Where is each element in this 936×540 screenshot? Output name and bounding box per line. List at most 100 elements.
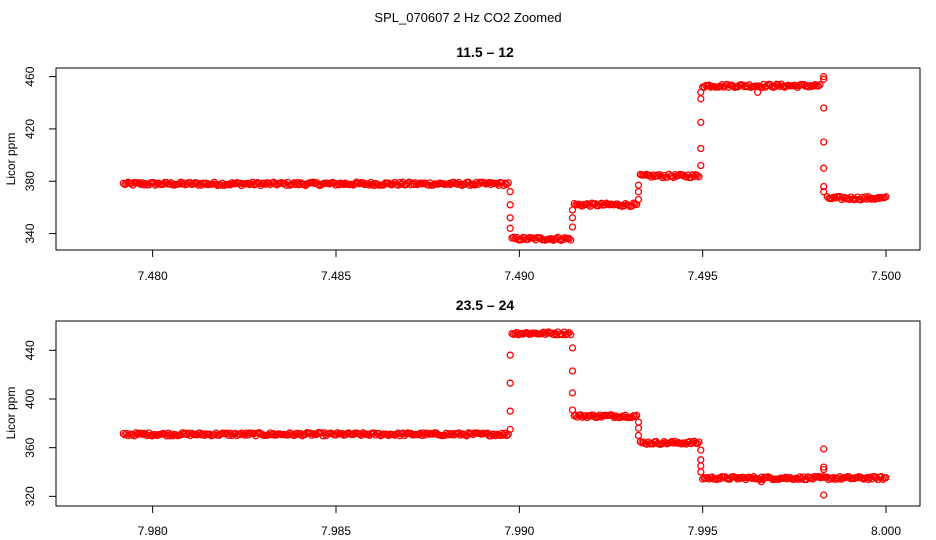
data-point (716, 82, 724, 91)
panel-top-y-axis: 340 380 420 460 (23, 66, 57, 244)
data-point (828, 194, 836, 203)
data-point (820, 445, 828, 453)
data-point (872, 474, 881, 482)
data-point (480, 179, 489, 187)
data-point (499, 431, 508, 439)
data-point (820, 182, 828, 191)
data-point (634, 195, 643, 204)
data-point (567, 236, 575, 244)
panel-bottom-x-axis: 7.980 7.985 7.990 7.995 8.000 (138, 505, 901, 538)
data-point (568, 406, 577, 414)
data-point (682, 173, 690, 181)
data-point (757, 478, 765, 486)
data-point (797, 475, 806, 483)
data-point (689, 171, 697, 179)
x-tick-label: 7.985 (321, 524, 351, 538)
y-tick-label: 460 (23, 66, 37, 86)
data-point (547, 235, 556, 243)
data-point (734, 475, 742, 483)
data-point (506, 224, 514, 232)
data-point (882, 473, 890, 482)
data-point (506, 214, 514, 222)
data-point (805, 83, 813, 91)
data-point (506, 188, 514, 196)
x-tick-label: 7.485 (321, 269, 351, 283)
y-tick-label: 320 (23, 486, 37, 506)
y-tick-label: 400 (23, 389, 37, 409)
panel-top-points (119, 72, 890, 244)
x-tick-label: 7.490 (504, 269, 534, 283)
data-point (568, 367, 577, 375)
data-point (695, 173, 703, 181)
data-point (634, 188, 643, 196)
data-point (781, 473, 790, 481)
data-point (634, 181, 643, 189)
data-point (247, 180, 255, 188)
panel-bottom-title: 23.5 – 24 (456, 297, 515, 313)
data-point (820, 72, 828, 81)
data-point (820, 465, 828, 474)
data-point (609, 412, 617, 420)
data-point (142, 430, 150, 438)
data-point (140, 181, 148, 189)
data-point (506, 351, 514, 359)
data-point (504, 179, 512, 187)
data-point (389, 180, 397, 188)
data-point (697, 144, 705, 153)
data-point (820, 491, 828, 499)
data-point (568, 214, 577, 222)
panel-bottom-ylabel: Licor ppm (4, 387, 18, 440)
data-point (506, 425, 514, 434)
y-tick-label: 420 (23, 119, 37, 139)
x-tick-label: 7.990 (504, 524, 534, 538)
panel-top: 11.5 – 12 Licor ppm 7.480 7.485 7.490 7.495… (4, 44, 921, 283)
data-point (567, 331, 575, 339)
panel-bottom-y-axis: 320 360 400 440 (23, 340, 57, 506)
data-point (820, 138, 828, 146)
data-point (491, 432, 500, 440)
data-point (882, 193, 890, 201)
data-point (410, 180, 418, 189)
data-point (697, 462, 705, 470)
data-point (503, 431, 511, 440)
data-point (820, 188, 828, 196)
data-point (501, 179, 509, 187)
data-point (774, 81, 782, 89)
data-point (568, 389, 577, 397)
data-point (697, 118, 705, 127)
x-tick-label: 7.480 (138, 269, 168, 283)
x-tick-label: 7.995 (688, 524, 718, 538)
data-point (335, 181, 343, 189)
data-point (695, 438, 703, 446)
panel-bottom-points (119, 328, 890, 499)
data-point (506, 201, 514, 209)
figure-title: SPL_070607 2 Hz CO2 Zoomed (374, 10, 561, 25)
data-point (820, 164, 828, 172)
data-point (693, 439, 702, 448)
data-point (634, 424, 643, 432)
data-point (568, 223, 577, 231)
data-point (506, 407, 514, 415)
data-point (568, 344, 577, 352)
data-point (844, 194, 852, 202)
data-point (820, 75, 828, 83)
data-point (565, 329, 573, 337)
panel-bottom: 23.5 – 24 Licor ppm 7.980 7.985 7.990 7.995… (4, 297, 921, 538)
data-point (132, 429, 140, 437)
data-point (308, 431, 316, 439)
data-point (763, 82, 771, 90)
data-point (572, 411, 580, 419)
data-point (543, 329, 551, 337)
data-point (697, 88, 705, 96)
data-point (697, 161, 705, 170)
data-point (633, 411, 641, 419)
data-point (568, 206, 577, 214)
data-point (697, 446, 705, 454)
data-point (466, 181, 474, 190)
x-tick-label: 7.980 (138, 524, 168, 538)
data-point (697, 95, 705, 103)
data-point (685, 437, 694, 446)
x-tick-label: 7.495 (688, 269, 718, 283)
y-tick-label: 440 (23, 340, 37, 360)
data-point (703, 473, 712, 482)
